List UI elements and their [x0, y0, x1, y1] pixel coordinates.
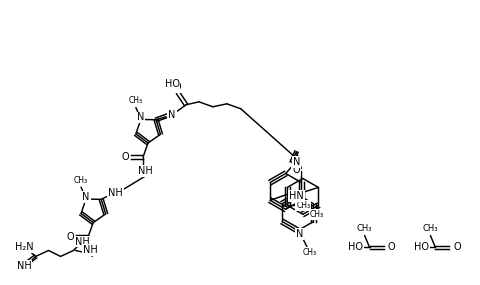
Text: NH: NH [75, 237, 90, 247]
Text: CH₃: CH₃ [422, 224, 437, 233]
Text: O: O [121, 152, 129, 162]
Text: CH₃: CH₃ [302, 248, 316, 257]
Text: HO: HO [413, 243, 428, 253]
Text: N: N [292, 156, 300, 166]
Text: NH: NH [83, 245, 97, 255]
Text: H₂N: H₂N [14, 243, 33, 253]
Text: N: N [137, 113, 144, 123]
Text: NH: NH [137, 166, 152, 176]
Text: NH: NH [108, 188, 122, 198]
Text: H: H [166, 80, 172, 89]
Text: CH₃: CH₃ [356, 224, 372, 233]
Text: CH₃: CH₃ [296, 201, 310, 210]
Text: O: O [173, 82, 180, 92]
Text: HN: HN [288, 191, 303, 201]
Text: HO: HO [348, 243, 362, 253]
Text: N: N [82, 192, 89, 202]
Text: CH₃: CH₃ [129, 96, 143, 105]
Text: O: O [453, 243, 460, 253]
Text: O: O [387, 243, 395, 253]
Text: N: N [296, 229, 303, 239]
Text: N: N [168, 110, 175, 120]
Text: O: O [292, 166, 300, 176]
Text: CH₃: CH₃ [74, 176, 88, 185]
Text: NH: NH [17, 261, 31, 271]
Text: O: O [66, 231, 74, 242]
Text: HO: HO [164, 79, 179, 89]
Text: CH₃: CH₃ [309, 210, 323, 219]
